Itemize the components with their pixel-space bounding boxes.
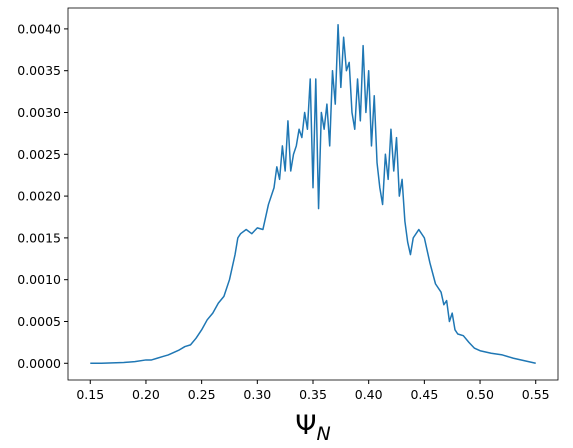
x-tick-label: 0.55 (522, 387, 550, 402)
y-tick-label: 0.0025 (17, 147, 61, 162)
x-tick-label: 0.15 (76, 387, 104, 402)
y-tick-label: 0.0030 (17, 105, 61, 120)
y-tick-label: 0.0015 (17, 230, 61, 245)
x-axis-label: ΨN (295, 410, 330, 445)
y-tick-label: 0.0000 (17, 356, 61, 371)
x-tick-label: 0.45 (410, 387, 438, 402)
y-tick-label: 0.0010 (17, 272, 61, 287)
x-tick-label: 0.50 (466, 387, 494, 402)
x-tick-label: 0.35 (299, 387, 327, 402)
x-tick-label: 0.20 (132, 387, 160, 402)
x-tick-label: 0.30 (243, 387, 271, 402)
x-tick-label: 0.40 (355, 387, 383, 402)
x-label-subscript: N (317, 423, 331, 445)
y-tick-label: 0.0035 (17, 63, 61, 78)
y-tick-label: 0.0005 (17, 314, 61, 329)
x-tick-label: 0.25 (188, 387, 216, 402)
x-label-symbol: Ψ (295, 410, 316, 441)
plot-frame (67, 7, 559, 381)
y-tick-label: 0.0020 (17, 189, 61, 204)
data-line (90, 23, 536, 365)
y-tick-label: 0.0040 (17, 21, 61, 36)
